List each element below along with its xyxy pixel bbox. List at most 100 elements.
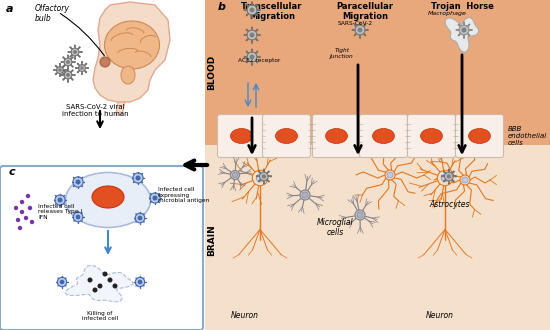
- Text: BBB
endothelial
cells: BBB endothelial cells: [508, 126, 547, 146]
- Circle shape: [53, 69, 55, 71]
- Circle shape: [57, 277, 67, 287]
- Circle shape: [72, 79, 74, 81]
- Circle shape: [358, 27, 362, 32]
- Circle shape: [461, 27, 466, 32]
- Circle shape: [443, 180, 445, 182]
- Text: Macrophage: Macrophage: [427, 11, 466, 16]
- Text: Tight: Tight: [334, 48, 349, 53]
- Ellipse shape: [65, 173, 151, 227]
- Circle shape: [244, 34, 245, 36]
- Circle shape: [463, 21, 465, 23]
- Circle shape: [81, 61, 83, 63]
- Circle shape: [71, 48, 79, 56]
- Text: ACE2 receptor: ACE2 receptor: [238, 58, 280, 63]
- Circle shape: [72, 56, 74, 58]
- Circle shape: [79, 55, 81, 58]
- Circle shape: [260, 172, 268, 181]
- Circle shape: [107, 278, 113, 282]
- Circle shape: [459, 25, 469, 35]
- Circle shape: [69, 47, 72, 49]
- FancyBboxPatch shape: [262, 115, 311, 157]
- Circle shape: [75, 180, 80, 184]
- Circle shape: [251, 26, 253, 28]
- Circle shape: [256, 61, 258, 63]
- Circle shape: [113, 283, 118, 288]
- Circle shape: [57, 67, 63, 74]
- Circle shape: [463, 37, 465, 39]
- Circle shape: [18, 226, 22, 230]
- Circle shape: [270, 176, 272, 178]
- Circle shape: [28, 206, 32, 210]
- Circle shape: [251, 49, 253, 50]
- Ellipse shape: [276, 128, 298, 144]
- Circle shape: [59, 75, 61, 77]
- Circle shape: [256, 51, 258, 53]
- FancyBboxPatch shape: [217, 115, 266, 157]
- Circle shape: [300, 190, 310, 200]
- Circle shape: [59, 63, 61, 65]
- Circle shape: [72, 66, 74, 68]
- Circle shape: [244, 9, 245, 11]
- Circle shape: [138, 215, 142, 220]
- Circle shape: [135, 213, 145, 223]
- Circle shape: [74, 45, 76, 47]
- Circle shape: [85, 63, 87, 65]
- Circle shape: [100, 57, 110, 67]
- Circle shape: [58, 68, 62, 72]
- Text: b: b: [218, 2, 226, 12]
- Circle shape: [66, 60, 70, 64]
- Circle shape: [468, 34, 470, 36]
- Circle shape: [258, 56, 261, 58]
- Circle shape: [66, 73, 70, 77]
- Circle shape: [256, 176, 258, 178]
- Text: Transcellular
Migration: Transcellular Migration: [241, 2, 302, 21]
- Text: Olfactory
bulb: Olfactory bulb: [35, 4, 70, 23]
- Circle shape: [135, 277, 145, 287]
- Circle shape: [152, 195, 157, 201]
- Text: BRAIN: BRAIN: [207, 224, 217, 256]
- Circle shape: [62, 56, 64, 58]
- Circle shape: [355, 25, 365, 35]
- Circle shape: [246, 4, 248, 6]
- Ellipse shape: [230, 128, 252, 144]
- Circle shape: [437, 170, 453, 186]
- Circle shape: [62, 79, 64, 81]
- Circle shape: [150, 193, 160, 203]
- Circle shape: [263, 169, 265, 171]
- Circle shape: [364, 34, 366, 36]
- Circle shape: [252, 170, 268, 186]
- Circle shape: [30, 220, 34, 224]
- Circle shape: [387, 172, 393, 178]
- Circle shape: [354, 24, 356, 26]
- Circle shape: [355, 210, 365, 220]
- Circle shape: [256, 29, 258, 31]
- Text: BLOOD: BLOOD: [207, 54, 217, 90]
- Circle shape: [57, 197, 63, 203]
- FancyBboxPatch shape: [455, 115, 503, 157]
- Circle shape: [258, 9, 261, 11]
- Circle shape: [16, 218, 20, 222]
- Circle shape: [268, 171, 269, 173]
- Circle shape: [448, 182, 450, 184]
- Circle shape: [268, 180, 269, 182]
- Circle shape: [74, 74, 75, 76]
- Circle shape: [258, 180, 260, 182]
- Circle shape: [87, 67, 89, 69]
- Circle shape: [69, 55, 72, 58]
- Circle shape: [60, 74, 63, 76]
- Circle shape: [72, 69, 74, 71]
- Circle shape: [246, 39, 248, 41]
- Circle shape: [262, 174, 266, 179]
- Text: Junction: Junction: [330, 54, 354, 59]
- Circle shape: [359, 21, 361, 23]
- Circle shape: [246, 51, 248, 53]
- Circle shape: [232, 172, 238, 178]
- Ellipse shape: [469, 128, 491, 144]
- Circle shape: [67, 81, 69, 82]
- Circle shape: [135, 176, 141, 181]
- Text: Trojan  Horse: Trojan Horse: [431, 2, 493, 11]
- Circle shape: [138, 280, 142, 284]
- Text: Astrocytes: Astrocytes: [430, 200, 470, 209]
- Circle shape: [250, 54, 255, 59]
- Circle shape: [448, 169, 450, 171]
